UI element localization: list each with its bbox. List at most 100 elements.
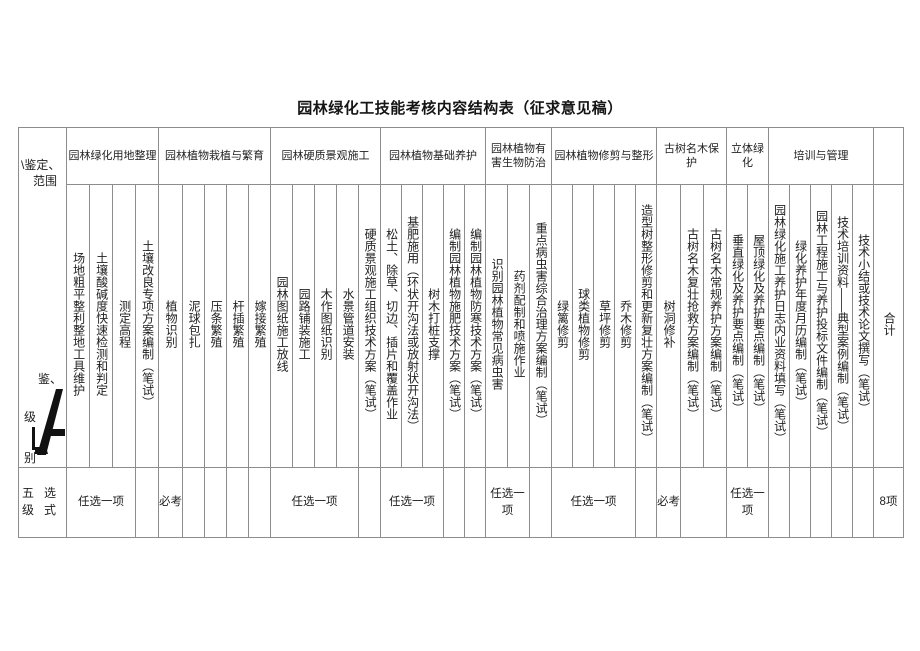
skill-item-label: 技术小结或技术论文撰写（笔试） (856, 233, 871, 414)
exam-requirement-label: 任选一项 (291, 496, 338, 509)
skill-item-label: 编制园林植物防寒技术方案（笔试） (468, 227, 483, 420)
exam-requirement-label: 任选一项 (730, 487, 765, 517)
group-header-label: 园林植物基础养护 (389, 150, 477, 162)
exam-cell-g2-2 (182, 467, 205, 538)
exam-cell-g4-3 (464, 467, 486, 538)
total-column-label-cell: 合计 (873, 184, 904, 468)
skill-item-label: 园林图纸施工放线 (275, 275, 290, 372)
skill-item-label: 草坪修剪 (597, 299, 612, 348)
exam-requirement-label: 必考 (159, 496, 182, 509)
skill-item-cell-g8-1: 垂直绿化及养护要点编制（笔试） (726, 184, 748, 468)
skill-item-label: 绿化养护年度月历编制（笔试） (793, 239, 808, 408)
exam-cell-g9-5 (852, 467, 874, 538)
skill-item-cell-g1-2: 土壤酸碱度快速检测和判定 (89, 184, 113, 468)
skill-item-cell-g4-3: 树木打桩支撑 (422, 184, 444, 468)
skill-item-label: 垂直绿化及养护要点编制（笔试） (730, 233, 745, 414)
group-header-label: 古树名木保护 (664, 143, 719, 169)
group-header-label: 园林植物栽植与繁育 (165, 150, 264, 162)
skill-item-cell-g2-1: 植物识别 (158, 184, 183, 468)
skill-item-label: 药剂配制和喷施作业 (512, 269, 527, 378)
skill-item-label: 树洞修补 (662, 299, 677, 348)
skill-item-cell-g3-4: 水景管道安装 (336, 184, 359, 468)
group-header-5: 园林植物有害生物防治 (485, 127, 552, 185)
level-char-bl: 级 (22, 502, 35, 517)
total-column-header (873, 127, 904, 185)
level-char-tl: 五 (22, 485, 35, 500)
skill-item-cell-g5-3: 重点病虫害综合治理方案编制（笔试） (529, 184, 552, 468)
skill-item-label: 古树名木常规养护方案编制（笔试） (708, 227, 723, 420)
exam-cell-g1-2 (135, 467, 159, 538)
group-header-label: 园林绿化用地整理 (68, 150, 157, 162)
skill-item-label: 识别园林植物常见病虫害 (490, 257, 505, 390)
exam-requirement-label: 任选一项 (570, 496, 617, 509)
corner-char-jian: 鉴、 (38, 371, 63, 386)
skill-item-cell-g8-2: 屋顶绿化及养护要点编制（笔试） (747, 184, 769, 468)
exam-cell-g3-1: 任选一项 (270, 467, 359, 538)
exam-cell-g5-1: 任选一项 (485, 467, 530, 538)
skill-item-cell-g4-1: 松土、除草、切边、插片和覆盖作业 (380, 184, 402, 468)
assessment-structure-table: \鉴定、 范围 鉴、 级 别 园林绿化用地整理 园林植物 (18, 127, 904, 538)
skill-item-label: 测定高程 (117, 299, 132, 348)
skill-item-cell-g2-3: 压条繁殖 (204, 184, 227, 468)
skill-item-label: 绿篱修剪 (555, 299, 570, 348)
skill-item-cell-g9-4: 技术培训资料——典型案例编制（笔试） (831, 184, 853, 468)
skill-item-cell-g1-3: 测定高程 (112, 184, 136, 468)
corner-cell: \鉴定、 范围 鉴、 级 别 (18, 127, 67, 468)
skill-item-cell-g7-1: 树洞修补 (656, 184, 681, 468)
skill-item-label: 编制园林植物施肥技术方案（笔试） (447, 227, 462, 420)
exam-cell-g2-4 (226, 467, 249, 538)
exam-requirement-label: 必考 (657, 496, 680, 509)
group-header-7: 古树名木保护 (656, 127, 727, 185)
group-header-3: 园林硬质景观施工 (270, 127, 381, 185)
skill-item-label: 水景管道安装 (341, 287, 356, 360)
level-cell: 五 选 级 式 (18, 467, 67, 538)
skill-item-cell-g3-3: 木作图纸识别 (314, 184, 337, 468)
corner-label-line2: 范围 (33, 173, 58, 188)
exam-cell-g9-3 (810, 467, 832, 538)
skill-item-cell-g9-1: 园林绿化施工养护日志内业资料填写（笔试） (768, 184, 790, 468)
skill-item-cell-g4-2: 基肥施用（环状开沟法或放射状开沟法） (401, 184, 423, 468)
skill-item-label: 屋顶绿化及养护要点编制（笔试） (751, 233, 766, 414)
skill-item-cell-g9-5: 技术小结或技术论文撰写（笔试） (852, 184, 874, 468)
skill-item-cell-g2-4: 杆插繁殖 (226, 184, 249, 468)
exam-cell-g2-1: 必考 (158, 467, 183, 538)
exam-cell-g9-4 (831, 467, 853, 538)
exam-requirement-label: 任选一项 (78, 496, 124, 509)
skill-item-cell-g2-2: 泥球包扎 (182, 184, 205, 468)
level-char-br: 式 (43, 502, 56, 517)
skill-item-label: 球类植物修剪 (576, 287, 591, 360)
skill-item-label: 园林工程施工与养护投标文件编制（笔试） (814, 209, 829, 438)
level-char-tr: 选 (43, 485, 56, 500)
exam-cell-g6-1: 任选一项 (551, 467, 636, 538)
exam-cell-g8-1: 任选一项 (726, 467, 769, 538)
skill-item-cell-g6-4: 乔木修剪 (614, 184, 636, 468)
skill-item-label: 硬质景观施工组织技术方案（笔试） (363, 227, 378, 420)
skill-item-cell-g6-2: 球类植物修剪 (572, 184, 594, 468)
skill-item-label: 土壤酸碱度快速检测和判定 (94, 251, 109, 396)
corner-char-bie: 别 (24, 450, 37, 465)
exam-cell-g5-2 (529, 467, 552, 538)
corrupted-glyph-icon (35, 388, 65, 455)
skill-item-label: 造型树整形修剪和更新复壮方案编制（笔试） (639, 203, 654, 444)
vertical-bar-glyph (32, 426, 35, 450)
group-header-6: 园林植物修剪与整形 (551, 127, 657, 185)
exam-cell-g9-2 (789, 467, 811, 538)
skill-item-label: 园林绿化施工养护日志内业资料填写（笔试） (772, 203, 787, 444)
exam-requirement-label: 任选一项 (389, 496, 435, 509)
exam-cell-g4-2 (443, 467, 465, 538)
skill-item-label: 技术培训资料——典型案例编制（笔试） (835, 215, 850, 432)
group-header-label: 园林植物修剪与整形 (554, 150, 654, 162)
skill-item-label: 松土、除草、切边、插片和覆盖作业 (384, 227, 399, 420)
skill-item-label: 场地粗平整利整地工具维护 (71, 251, 86, 396)
corner-label: \鉴定、 范围 (21, 157, 60, 189)
total-label: 合计 (882, 311, 897, 336)
skill-item-cell-g3-2: 园路铺装施工 (292, 184, 315, 468)
level-cell-content: 五 选 级 式 (20, 479, 66, 527)
skill-item-label: 古树名木复壮抢救方案编制（笔试） (685, 227, 700, 420)
exam-cell-g3-2 (358, 467, 381, 538)
exam-cell-g9-1 (768, 467, 790, 538)
corner-char-ji: 级 (24, 409, 37, 424)
skill-item-cell-g7-2: 古树名木复壮抢救方案编制（笔试） (680, 184, 704, 468)
skill-item-cell-g9-2: 绿化养护年度月历编制（笔试） (789, 184, 811, 468)
